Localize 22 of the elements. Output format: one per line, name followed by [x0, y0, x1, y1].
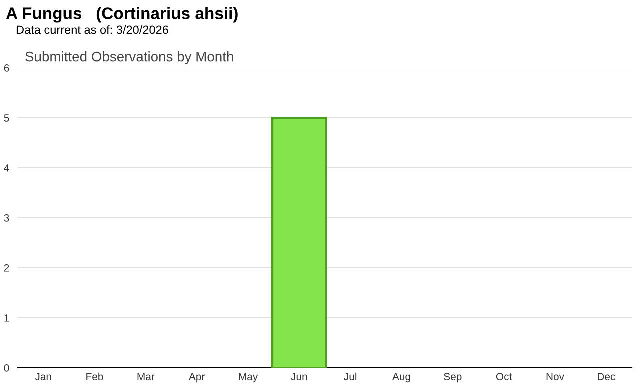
x-tick-label: Feb	[86, 372, 104, 381]
chart-title: A Fungus (Cortinarius ahsii)	[6, 7, 238, 23]
x-tick-label: Jun	[291, 373, 308, 381]
x-tick-label: Jul	[344, 372, 357, 381]
x-tick-label: Oct	[496, 373, 512, 381]
y-tick-label: 4	[4, 164, 10, 172]
x-tick-label: Sep	[444, 373, 462, 383]
x-tick-label: Apr	[189, 373, 206, 383]
y-tick-label: 2	[4, 264, 10, 272]
x-tick-label: Mar	[138, 373, 155, 381]
x-tick-label: May	[239, 373, 258, 383]
y-tick-label: 3	[4, 214, 10, 222]
y-tick-label: 6	[4, 64, 10, 72]
chart-subtitle: Data current as of: 3/20/2026	[16, 26, 168, 34]
y-tick-label: 5	[4, 114, 10, 122]
text: Submitted Observations by Month	[26, 52, 234, 64]
x-tick-label: Nov	[546, 373, 564, 381]
x-tick-label: Aug	[392, 373, 410, 383]
y-tick-label: 0	[4, 364, 10, 372]
x-tick-label: Jan	[35, 373, 52, 381]
x-tick-label: Dec	[598, 373, 616, 381]
y-tick-label: 1	[4, 314, 10, 322]
